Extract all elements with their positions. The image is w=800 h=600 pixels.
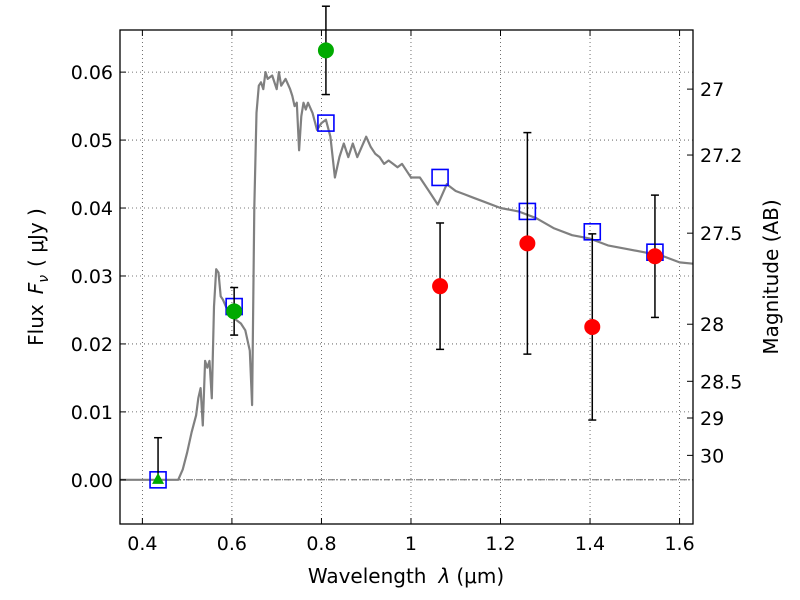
green-data-point bbox=[226, 303, 243, 320]
y-tick-label: 0.00 bbox=[71, 470, 113, 492]
axis-ticks: 0.4 0.6 0.8 1 1.2 1.4 1.6 0.00 0.01 0.02 0.03 0.04 0… bbox=[71, 30, 742, 555]
green-data-point bbox=[317, 42, 334, 59]
x-tick-label: 1.2 bbox=[485, 533, 515, 555]
markers bbox=[149, 5, 664, 489]
y-axis-label: FluxFν( μJy ) bbox=[24, 208, 52, 346]
y2-tick-label: 30 bbox=[700, 445, 724, 467]
plot-area bbox=[120, 71, 693, 481]
y2-tick-label: 27.5 bbox=[700, 223, 742, 245]
x-tick-label: 0.4 bbox=[127, 533, 157, 555]
x-tick-label: 0.6 bbox=[217, 533, 247, 555]
y2-tick-label: 27.2 bbox=[700, 145, 742, 167]
y-tick-label: 0.01 bbox=[71, 402, 113, 424]
y2-tick-label: 27 bbox=[700, 79, 724, 101]
gridlines bbox=[120, 30, 693, 524]
y2-tick-label: 28.5 bbox=[700, 371, 742, 393]
x-tick-label: 1 bbox=[405, 533, 417, 555]
red-data-point bbox=[584, 318, 601, 335]
y2-tick-label: 28 bbox=[700, 314, 724, 336]
y-tick-label: 0.06 bbox=[71, 62, 113, 84]
y2-tick-label: 29 bbox=[700, 408, 724, 430]
x-tick-label: 1.4 bbox=[575, 533, 605, 555]
model-flux-square bbox=[317, 114, 335, 132]
x-axis-label: Wavelength λ (μm) bbox=[308, 564, 504, 588]
y-tick-label: 0.05 bbox=[71, 130, 113, 152]
x-tick-label: 0.8 bbox=[306, 533, 336, 555]
y-tick-label: 0.02 bbox=[71, 334, 113, 356]
y2-axis-label: Magnitude (AB) bbox=[759, 199, 783, 354]
green-upper-limit-triangle bbox=[152, 472, 165, 484]
x-tick-label: 1.6 bbox=[664, 533, 694, 555]
red-data-point bbox=[519, 235, 536, 252]
y-tick-label: 0.03 bbox=[71, 266, 113, 288]
red-data-point bbox=[646, 248, 663, 265]
model-flux-square bbox=[431, 168, 449, 187]
model-spectrum-line bbox=[120, 71, 693, 481]
y-tick-label: 0.04 bbox=[71, 198, 113, 220]
red-data-point bbox=[432, 278, 449, 295]
plot-frame bbox=[119, 29, 694, 525]
